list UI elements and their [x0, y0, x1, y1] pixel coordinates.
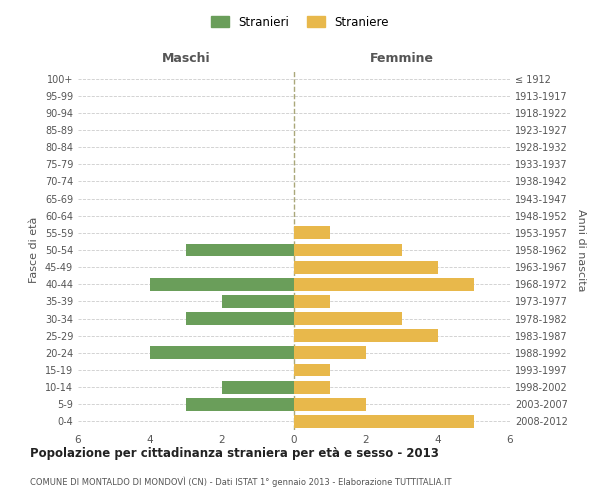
Bar	[186, 312, 294, 325]
Bar	[294, 226, 330, 239]
Bar	[294, 364, 330, 376]
Bar	[222, 380, 294, 394]
Bar	[294, 295, 330, 308]
Text: Popolazione per cittadinanza straniera per età e sesso - 2013: Popolazione per cittadinanza straniera p…	[30, 448, 439, 460]
Bar	[186, 244, 294, 256]
Legend: Stranieri, Straniere: Stranieri, Straniere	[206, 11, 394, 34]
Bar	[150, 278, 294, 290]
Bar	[294, 244, 402, 256]
Bar	[222, 295, 294, 308]
Y-axis label: Fasce di età: Fasce di età	[29, 217, 39, 283]
Bar	[294, 346, 366, 360]
Bar	[294, 415, 474, 428]
Text: COMUNE DI MONTALDO DI MONDOVÌ (CN) - Dati ISTAT 1° gennaio 2013 - Elaborazione T: COMUNE DI MONTALDO DI MONDOVÌ (CN) - Dat…	[30, 476, 452, 487]
Bar	[294, 312, 402, 325]
Bar	[294, 380, 330, 394]
Bar	[294, 260, 438, 274]
Bar	[294, 278, 474, 290]
Bar	[294, 398, 366, 410]
Bar	[150, 346, 294, 360]
Bar	[294, 330, 438, 342]
Y-axis label: Anni di nascita: Anni di nascita	[576, 209, 586, 291]
Bar	[186, 398, 294, 410]
